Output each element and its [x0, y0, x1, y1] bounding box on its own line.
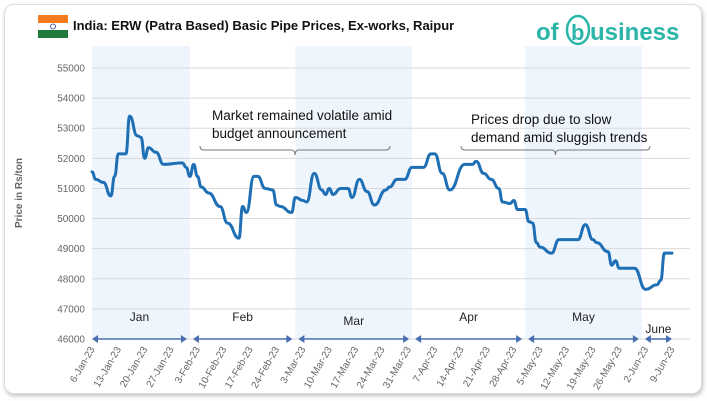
x-tick-label: 7-Apr-23	[411, 345, 440, 385]
y-tick-label: 53000	[57, 124, 85, 135]
svg-text:of: of	[536, 19, 560, 46]
arrowhead-left	[298, 335, 305, 343]
arrowhead-left	[528, 335, 535, 343]
month-label: Feb	[232, 310, 253, 324]
y-tick-label: 48000	[57, 274, 85, 285]
y-tick-label: 52000	[57, 154, 85, 165]
month-band	[525, 46, 642, 339]
month-label: Jan	[130, 310, 149, 324]
arrowhead-right	[666, 335, 672, 343]
x-tick-label: 9-Jun-23	[648, 345, 677, 385]
annotation-brace	[460, 145, 651, 156]
month-label: Mar	[343, 314, 364, 328]
x-tick-label: 3-Feb-23	[173, 345, 203, 386]
arrowhead-right	[286, 335, 293, 343]
svg-text:usiness: usiness	[590, 19, 679, 46]
arrowhead-right	[632, 335, 639, 343]
y-tick-label: 55000	[57, 64, 85, 75]
y-tick-label: 49000	[57, 244, 85, 255]
y-tick-label: 51000	[57, 184, 85, 195]
chart-title: India: ERW (Patra Based) Basic Pipe Pric…	[73, 18, 454, 33]
arrowhead-left	[644, 335, 651, 343]
annotation-text: Prices drop due to slow	[471, 112, 612, 127]
arrowhead-right	[516, 335, 523, 343]
arrowhead-left	[415, 335, 422, 343]
arrowhead-right	[403, 335, 410, 343]
arrowhead-right	[180, 335, 187, 343]
arrowhead-left	[92, 335, 98, 343]
y-tick-label: 50000	[57, 214, 85, 225]
x-tick-label: 3-Mar-23	[279, 345, 309, 386]
ofbusiness-logo: of b usiness	[536, 14, 679, 46]
month-label: May	[572, 310, 595, 324]
month-label: June	[645, 322, 671, 336]
annotation-text: demand amid sluggish trends	[471, 130, 648, 145]
month-label: Apr	[459, 310, 478, 324]
x-tick-label: 2-Jun-23	[622, 345, 651, 385]
price-series-line	[90, 114, 674, 291]
y-tick-label: 47000	[57, 304, 85, 315]
arrowhead-left	[192, 335, 199, 343]
annotation-brace	[199, 145, 391, 156]
india-flag-icon	[38, 15, 68, 38]
annotation-text: Market remained volatile amid	[212, 108, 392, 123]
x-tick-label: 6-Jan-23	[68, 345, 97, 385]
y-tick-label: 54000	[57, 94, 85, 105]
annotation-text: budget announcement	[212, 126, 347, 141]
svg-text:b: b	[571, 20, 584, 45]
y-axis-label: Price in Rs/ton	[14, 158, 25, 228]
y-tick-label: 46000	[57, 335, 85, 346]
